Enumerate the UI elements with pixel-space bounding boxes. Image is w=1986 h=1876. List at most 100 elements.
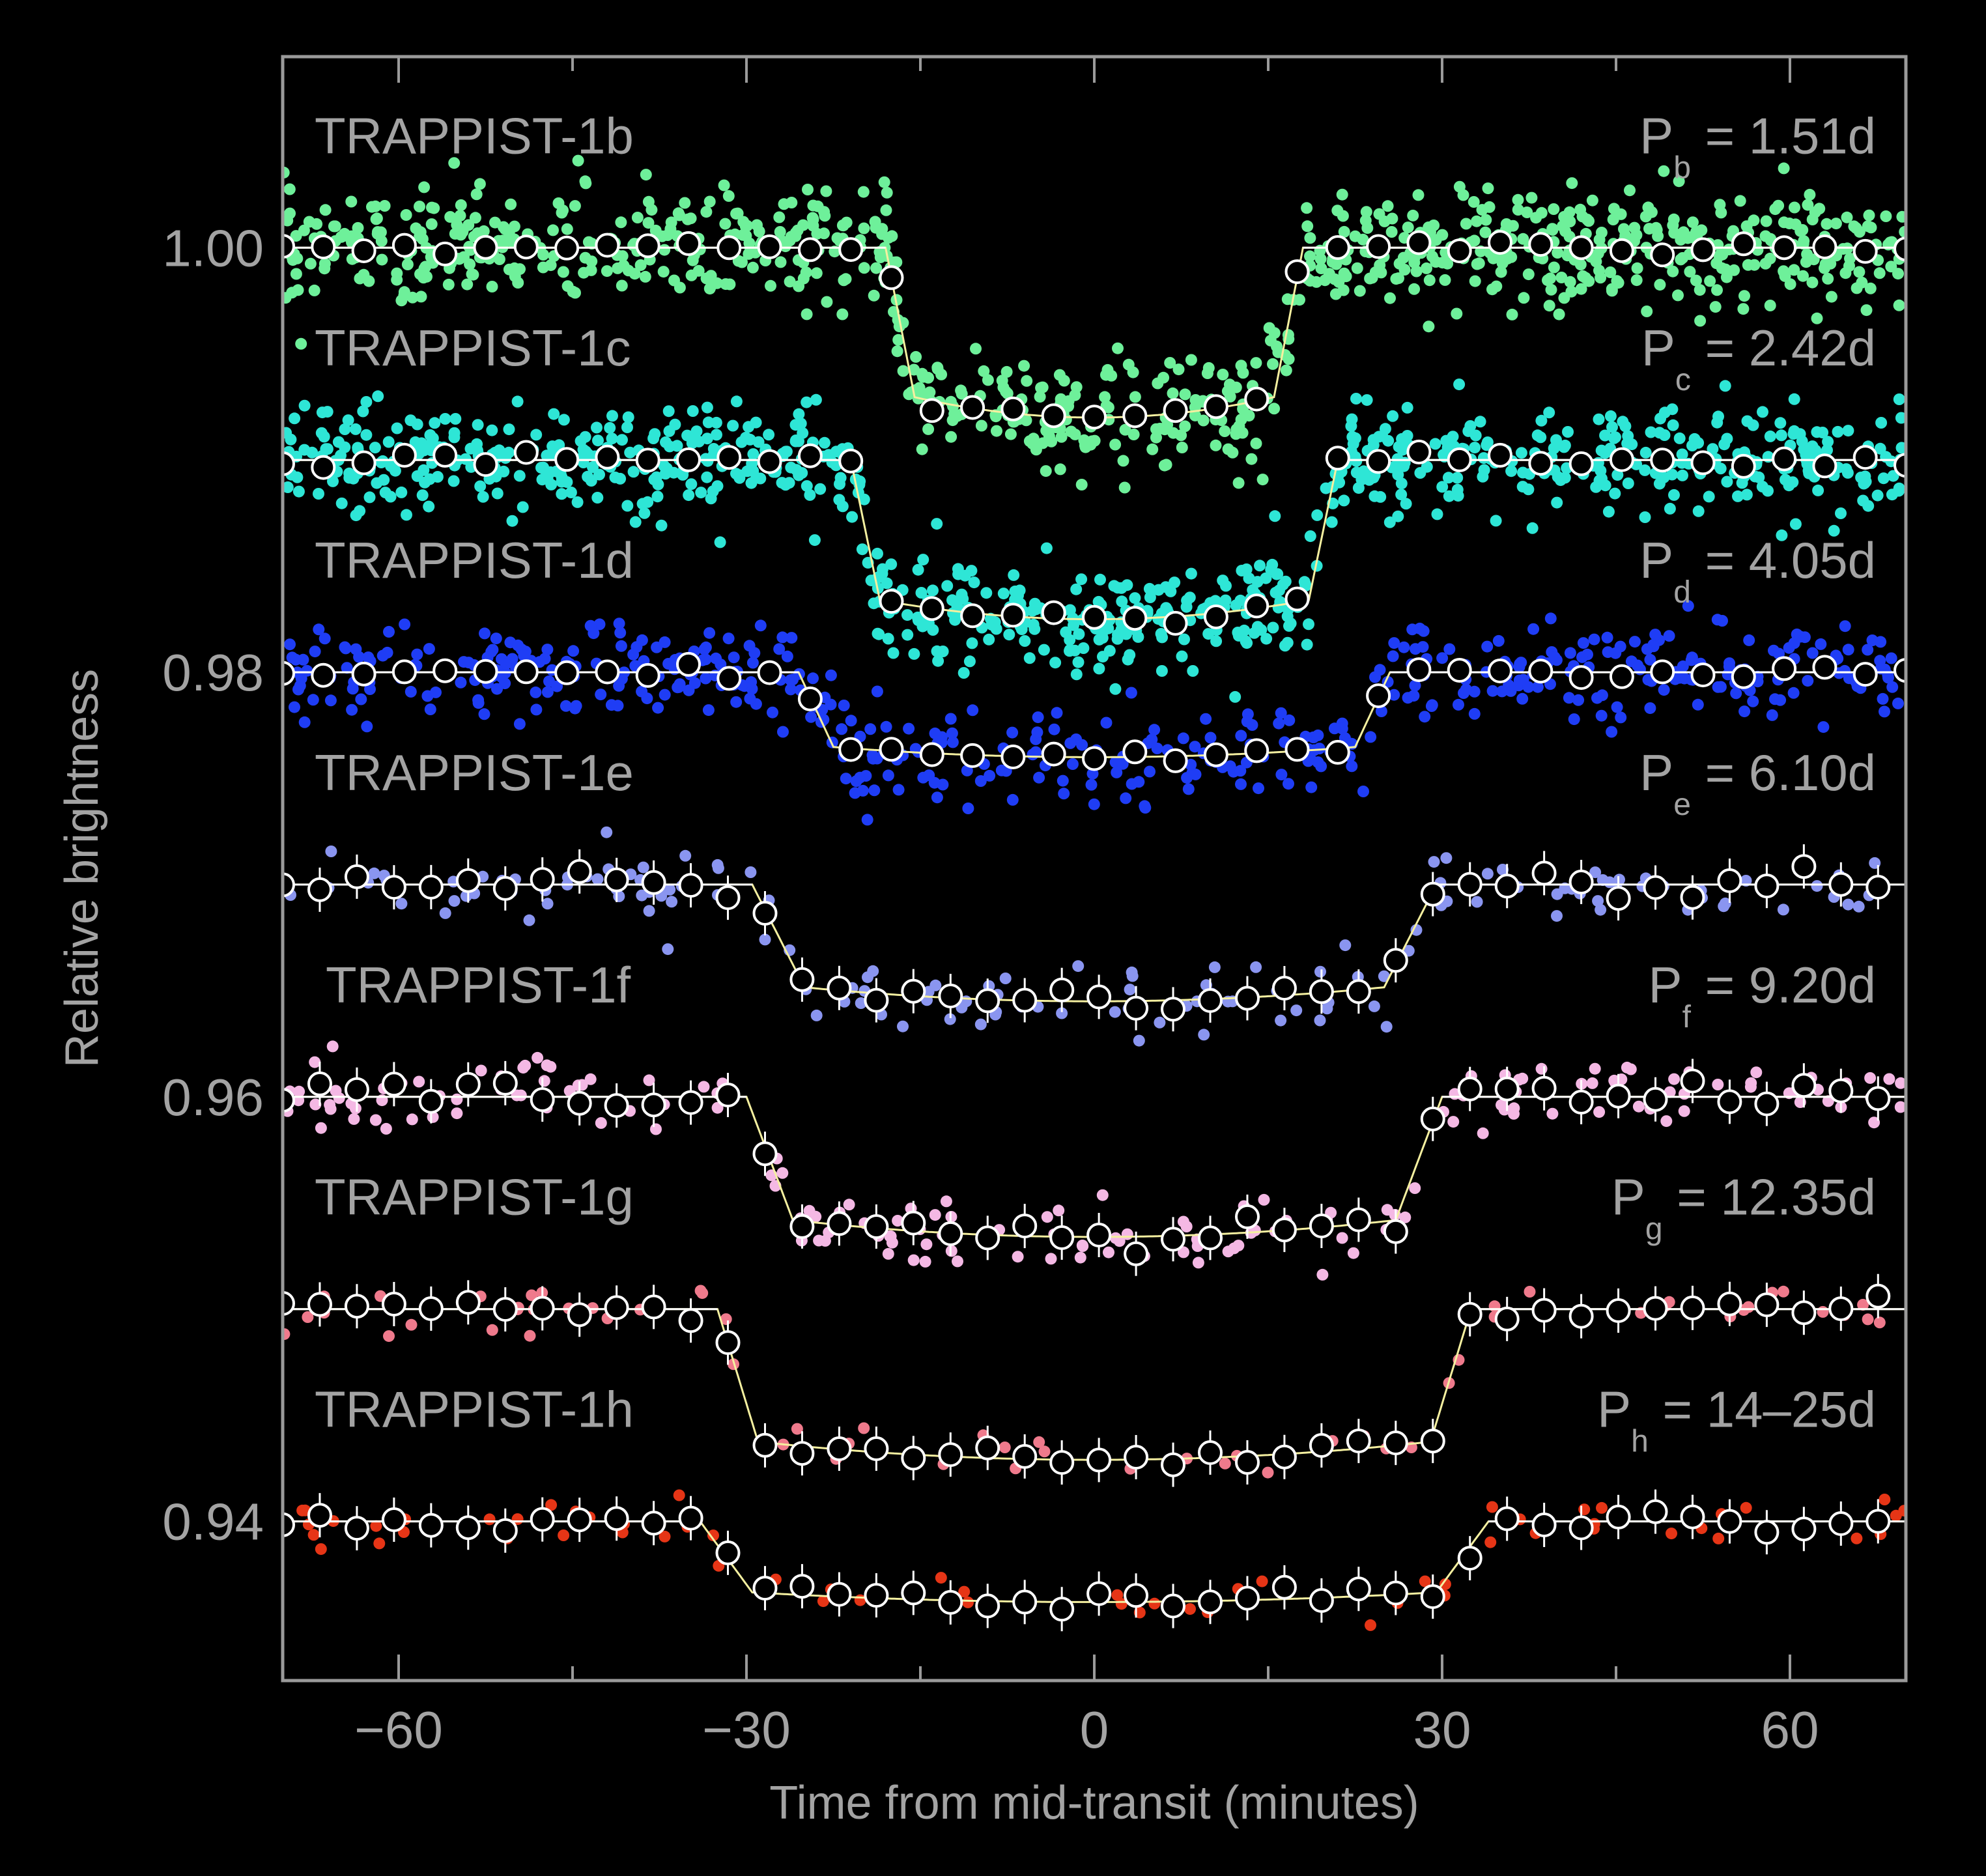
binned-point xyxy=(938,1442,963,1468)
raw-point xyxy=(1531,681,1544,693)
raw-point xyxy=(1272,601,1284,614)
raw-point xyxy=(1544,272,1556,285)
binned-point xyxy=(1772,656,1797,681)
raw-point xyxy=(634,259,647,271)
raw-point xyxy=(292,485,305,498)
binned-point xyxy=(513,659,539,685)
raw-point xyxy=(1243,410,1255,422)
raw-point xyxy=(1176,442,1188,453)
raw-point xyxy=(1887,470,1899,482)
raw-point xyxy=(1468,234,1481,247)
raw-point xyxy=(1051,707,1063,719)
raw-point xyxy=(1439,1578,1451,1590)
raw-point xyxy=(797,219,809,231)
binned-point xyxy=(1346,1207,1371,1232)
raw-point xyxy=(690,425,703,438)
raw-point xyxy=(1436,481,1449,493)
binned-point xyxy=(1754,874,1780,899)
binned-point xyxy=(901,1445,926,1471)
raw-point xyxy=(1305,781,1318,793)
raw-point xyxy=(929,1209,941,1221)
raw-point xyxy=(1543,406,1555,419)
raw-point xyxy=(1617,416,1629,428)
raw-point xyxy=(1043,430,1055,442)
binned-point xyxy=(1606,1298,1631,1323)
raw-point xyxy=(1064,737,1077,749)
raw-point xyxy=(1351,262,1363,274)
raw-point xyxy=(636,889,648,902)
binned-point xyxy=(595,659,620,685)
raw-point xyxy=(659,468,672,480)
raw-point xyxy=(1667,213,1680,225)
raw-point xyxy=(1707,443,1719,455)
raw-point xyxy=(301,664,313,677)
raw-point xyxy=(892,1215,904,1227)
raw-point xyxy=(785,683,797,696)
raw-point xyxy=(418,263,431,275)
raw-point xyxy=(703,627,716,639)
binned-point xyxy=(716,445,742,470)
raw-point xyxy=(711,429,722,441)
raw-point xyxy=(1666,468,1679,481)
raw-point xyxy=(319,632,331,645)
raw-point xyxy=(710,652,722,664)
planet-name-label: TRAPPIST-1f xyxy=(326,956,631,1014)
raw-point xyxy=(1152,377,1164,390)
raw-point xyxy=(1862,1313,1874,1326)
binned-point xyxy=(418,1513,444,1538)
raw-point xyxy=(941,580,954,592)
raw-point xyxy=(968,576,980,589)
raw-point xyxy=(1822,436,1834,448)
raw-point xyxy=(352,221,364,234)
binned-point xyxy=(1690,237,1716,263)
raw-point xyxy=(1660,1115,1673,1128)
raw-point xyxy=(615,216,627,229)
raw-point xyxy=(740,431,752,444)
raw-point xyxy=(1468,196,1480,208)
raw-point xyxy=(774,256,787,268)
raw-point xyxy=(1564,216,1576,227)
raw-point xyxy=(1883,1073,1895,1085)
binned-point xyxy=(1568,451,1594,476)
raw-point xyxy=(1269,510,1281,522)
raw-point xyxy=(1198,1029,1210,1041)
raw-point xyxy=(1750,1066,1763,1079)
raw-point xyxy=(1020,414,1032,427)
binned-point xyxy=(1791,1073,1817,1098)
raw-point xyxy=(1677,469,1688,481)
raw-point xyxy=(901,609,913,621)
raw-point xyxy=(707,1529,719,1542)
raw-point xyxy=(461,278,474,291)
binned-point xyxy=(678,1505,703,1531)
raw-point xyxy=(1719,897,1731,909)
raw-point xyxy=(395,486,408,498)
raw-point xyxy=(818,436,830,449)
raw-point xyxy=(1069,644,1081,657)
raw-point xyxy=(1811,880,1823,892)
raw-point xyxy=(1105,369,1118,382)
raw-point xyxy=(372,390,384,403)
binned-point xyxy=(1406,439,1432,464)
raw-point xyxy=(1609,487,1621,500)
raw-point xyxy=(561,223,573,235)
raw-point xyxy=(1453,698,1464,711)
raw-point xyxy=(1402,221,1414,234)
binned-point xyxy=(1791,854,1817,879)
raw-point xyxy=(1811,312,1823,324)
raw-point xyxy=(773,211,786,223)
raw-point xyxy=(1423,274,1436,287)
raw-point xyxy=(1875,636,1887,648)
raw-point xyxy=(1151,743,1163,754)
binned-point xyxy=(1012,988,1038,1013)
binned-point xyxy=(1198,1589,1223,1615)
raw-point xyxy=(1208,961,1221,973)
binned-point xyxy=(960,395,986,420)
raw-point xyxy=(945,1245,958,1257)
raw-point xyxy=(567,645,580,657)
binned-point xyxy=(1717,1089,1742,1115)
raw-point xyxy=(1219,425,1231,437)
raw-point xyxy=(1544,612,1557,625)
raw-point xyxy=(1778,162,1790,175)
raw-point xyxy=(1692,698,1704,711)
raw-point xyxy=(1871,489,1884,502)
